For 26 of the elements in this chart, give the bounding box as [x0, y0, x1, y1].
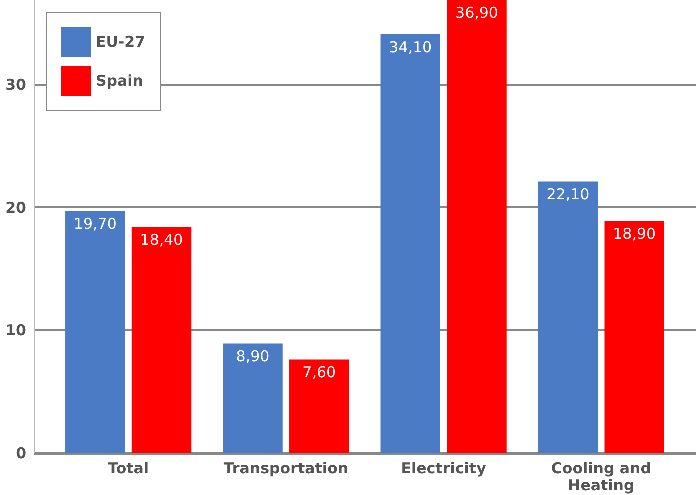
y-tick-label: 30 — [6, 76, 26, 94]
data-label: 7,60 — [302, 364, 336, 382]
x-tick-label: Total — [108, 460, 150, 478]
data-label: 18,40 — [140, 231, 184, 250]
bar — [380, 34, 440, 453]
x-tick-label: Transportation — [224, 460, 349, 478]
legend-label: Spain — [96, 72, 144, 90]
y-tick-label: 0 — [16, 444, 26, 462]
x-tick-label: Cooling and Heating — [551, 460, 652, 494]
data-label: 18,90 — [613, 224, 656, 243]
bar — [447, 0, 507, 453]
bar — [223, 344, 283, 453]
bar — [538, 182, 598, 453]
y-tick-label: 10 — [6, 322, 26, 340]
x-tick-label: Electricity — [401, 460, 487, 478]
bar — [66, 211, 126, 453]
bar — [132, 227, 192, 453]
data-label: 8,90 — [236, 348, 270, 366]
data-label: 36,90 — [456, 4, 498, 22]
data-label: 22,10 — [546, 186, 590, 204]
data-label: 34,10 — [389, 38, 432, 56]
bar — [290, 360, 350, 453]
bar — [604, 220, 664, 453]
data-label: 19,70 — [74, 215, 117, 234]
legend-label: EU-27 — [96, 33, 146, 51]
y-tick-label: 20 — [6, 198, 26, 217]
